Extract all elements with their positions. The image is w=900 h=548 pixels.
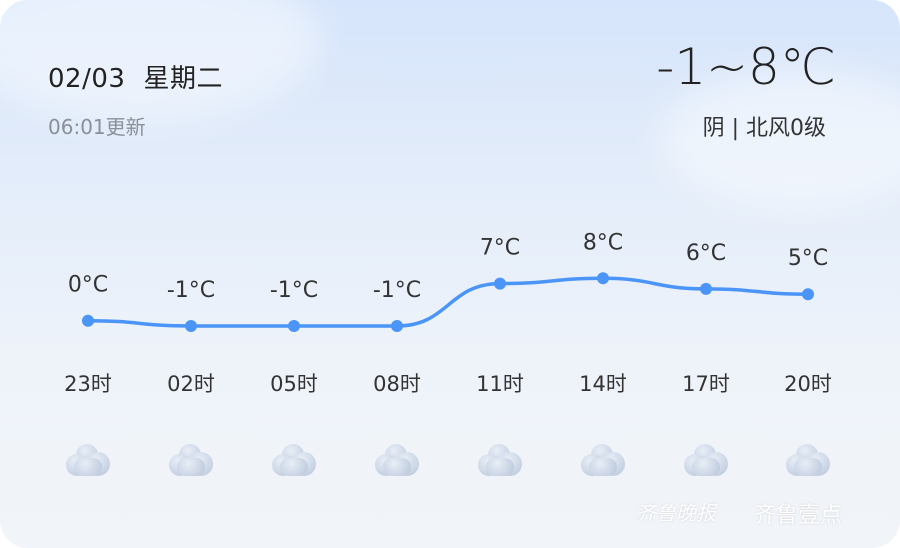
hour-label: 23时 xyxy=(64,372,112,396)
temperature-range: -1~8℃ xyxy=(656,38,836,96)
temperature-line xyxy=(87,276,809,328)
background-cloud xyxy=(660,70,900,210)
temperature-label: -1°C xyxy=(270,278,318,303)
temperature-label: -1°C xyxy=(167,278,215,303)
updated-time: 06:01更新 xyxy=(48,115,146,139)
hour-label: 14时 xyxy=(579,372,627,396)
temperature-label: 8°C xyxy=(583,230,623,255)
hour-label: 05时 xyxy=(270,372,318,396)
temperature-point xyxy=(288,320,300,332)
temperature-point xyxy=(185,320,197,332)
temperature-point xyxy=(82,314,94,327)
hour-label: 11时 xyxy=(476,372,524,396)
cloudy-icon xyxy=(476,442,524,478)
temperature-label: -1°C xyxy=(373,278,421,303)
hour-label: 02时 xyxy=(167,372,215,396)
hour-label: 20时 xyxy=(784,372,832,396)
cloudy-icon xyxy=(579,442,627,478)
temperature-label: 5°C xyxy=(788,246,828,271)
cloudy-icon xyxy=(373,442,421,478)
hour-label: 08时 xyxy=(373,372,421,396)
temperature-point xyxy=(597,272,609,285)
weather-condition: 阴 | 北风0级 xyxy=(702,116,826,141)
date: 02/03 星期二 xyxy=(48,58,241,95)
cloudy-icon xyxy=(167,442,215,478)
temperature-point xyxy=(802,288,814,301)
temperature-point xyxy=(700,282,712,295)
temperature-point xyxy=(391,320,403,332)
hour-label: 17时 xyxy=(682,372,730,396)
cloudy-icon xyxy=(784,442,832,478)
cloudy-icon xyxy=(64,442,112,478)
temperature-label: 0°C xyxy=(68,273,108,298)
weekday: 星期二 xyxy=(143,64,223,94)
date-text: 02/03 xyxy=(48,64,126,94)
temperature-point xyxy=(494,277,506,290)
temperature-label: 7°C xyxy=(480,236,520,261)
watermark-qilu-evening-news: 齐鲁晚报 xyxy=(636,501,716,525)
cloudy-icon xyxy=(270,442,318,478)
temperature-label: 6°C xyxy=(686,241,726,266)
watermark-qilu-yidian: 齐鲁壹点 xyxy=(754,503,843,528)
cloudy-icon xyxy=(682,442,730,478)
